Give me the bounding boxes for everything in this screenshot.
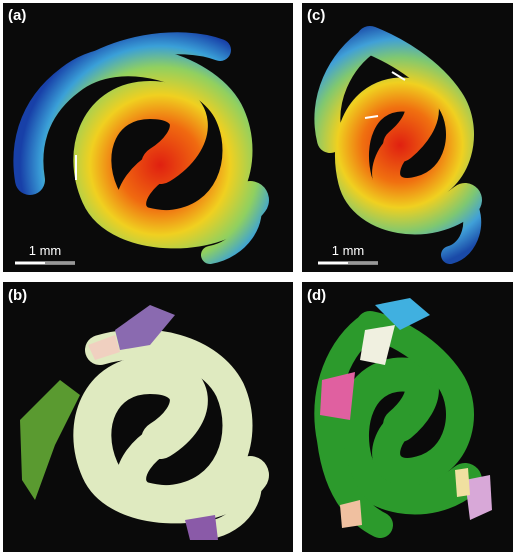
scale-bar-label: 1 mm — [29, 243, 62, 258]
panel-b: (b) — [3, 282, 293, 552]
panel-label: (b) — [8, 287, 27, 304]
arrow — [391, 71, 406, 81]
panel-label: (a) — [8, 7, 26, 24]
panel-label: (d) — [307, 287, 326, 304]
segmented-spiral — [73, 329, 269, 539]
spiral — [314, 26, 482, 264]
segment — [465, 475, 492, 520]
spiral — [13, 32, 269, 264]
segment — [185, 515, 218, 540]
panel-a: 1 mm (a) — [3, 3, 293, 272]
segment — [320, 372, 355, 420]
segment — [360, 325, 395, 365]
panel-c: 1 mm (c) — [302, 3, 513, 272]
panel-label: (c) — [307, 7, 325, 24]
segment — [455, 468, 470, 497]
segment — [20, 380, 80, 500]
segment — [340, 500, 362, 528]
segment — [115, 305, 175, 350]
arrow — [364, 115, 379, 119]
panel-d: (d) — [302, 282, 513, 552]
segment — [375, 298, 430, 330]
scale-bar-label: 1 mm — [332, 243, 365, 258]
segment — [88, 335, 120, 360]
